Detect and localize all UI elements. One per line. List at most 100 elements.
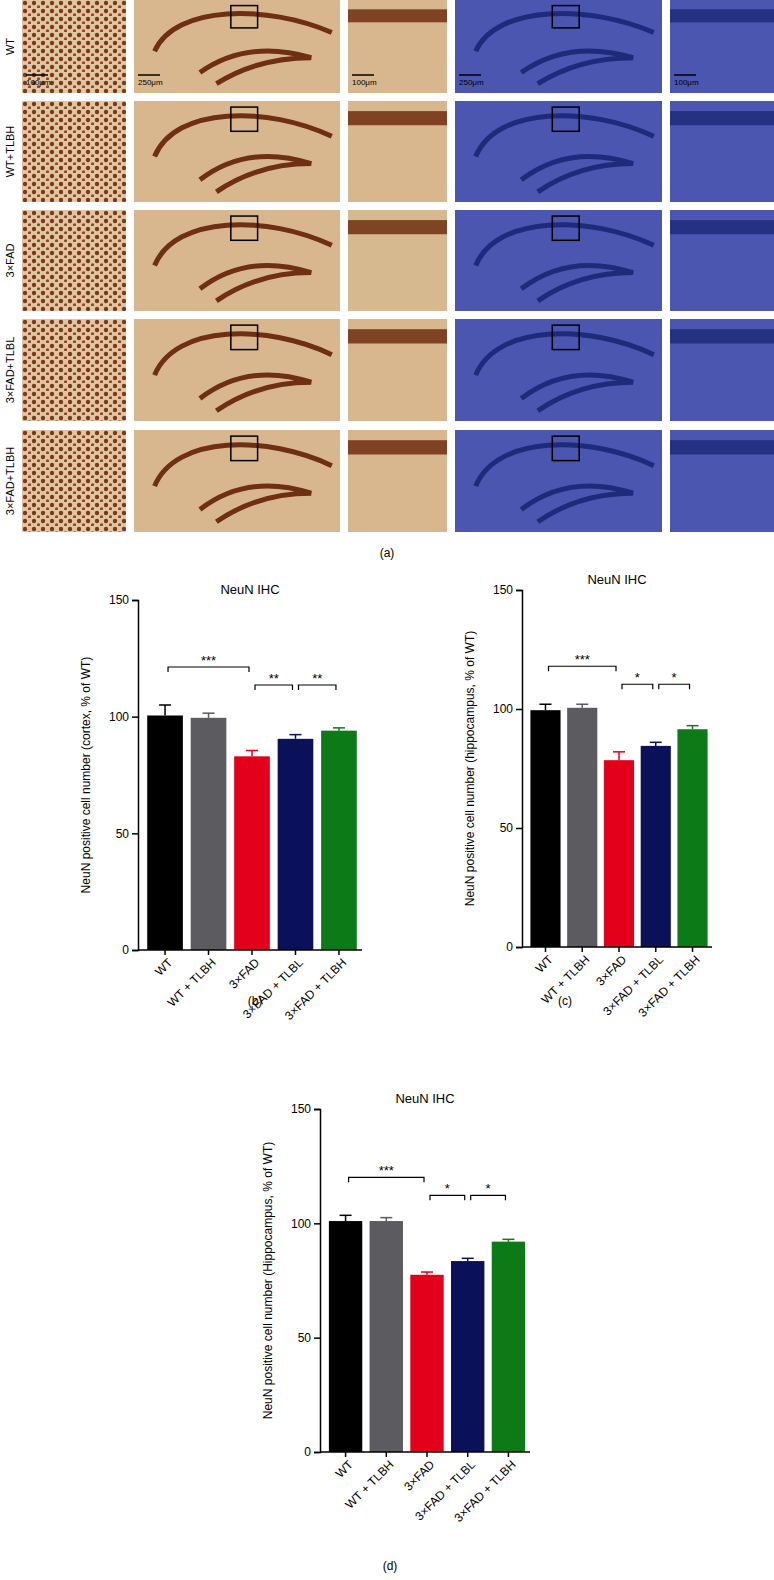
tick-label: 0: [122, 943, 129, 957]
micrograph: [134, 210, 340, 311]
y-tick: 0: [122, 943, 138, 957]
cell-layer: [348, 111, 447, 125]
bar: [492, 1242, 525, 1452]
y-tick: 100: [493, 702, 522, 716]
error-cap: [576, 703, 588, 705]
error-stem: [164, 705, 166, 716]
error-bar: [380, 1218, 392, 1221]
cell-layer: [348, 440, 447, 454]
tick-mark: [545, 947, 547, 952]
tick-label: WT: [533, 952, 557, 976]
image-background: [670, 210, 774, 311]
plot-area: [147, 705, 357, 950]
image-background: [348, 210, 447, 311]
image-background: [134, 430, 340, 532]
tick-label: 3×FAD + TLBH: [451, 1458, 518, 1525]
tick-label: 3×FAD: [593, 952, 629, 988]
error-cap: [289, 734, 301, 736]
y-axis: 050100150: [109, 593, 139, 957]
plot-area: [329, 1215, 525, 1452]
tick-mark: [508, 1452, 510, 1457]
tick-mark: [208, 950, 210, 955]
micrograph: [670, 319, 774, 421]
bar-chart: 050100150WTWT + TLBH3×FAD3×FAD + TLBL3×F…: [79, 582, 362, 1023]
tick-mark: [314, 1109, 320, 1111]
x-axis: WTWT + TLBH3×FAD3×FAD + TLBL3×FAD + TLBH: [138, 950, 362, 1023]
pyramidal-layer: [155, 116, 332, 157]
image-background: [134, 101, 340, 202]
tick-label: 150: [493, 583, 513, 597]
scale-bar-label: 100μm: [674, 78, 699, 87]
micrograph: 100μm: [348, 0, 447, 93]
row-label: 3×FAD+TLBL: [4, 337, 16, 404]
error-stem: [545, 704, 547, 710]
plot-area: [530, 704, 707, 947]
tick-label: 100: [109, 710, 129, 724]
tick-label: 3×FAD: [226, 955, 262, 991]
row-label: 3×FAD+TLBH: [4, 447, 16, 516]
micrograph: [22, 101, 126, 202]
significance-label: ***: [379, 1163, 394, 1178]
tick-mark: [132, 950, 138, 952]
scale-bar: [674, 74, 696, 76]
tick-label: 100: [493, 702, 513, 716]
x-axis: WTWT + TLBH3×FAD3×FAD + TLBL3×FAD + TLBH: [320, 1452, 530, 1525]
cell-layer: [670, 9, 774, 22]
bar: [147, 716, 183, 951]
image-background: [670, 319, 774, 421]
axis-title: NeuN positive cell number (hippocampus, …: [463, 631, 477, 906]
tick-label: WT + TLBH: [342, 1458, 396, 1512]
tick-mark: [516, 590, 522, 592]
significance-label: *: [635, 670, 640, 685]
micrograph: [134, 319, 340, 421]
tick-mark: [426, 1452, 428, 1457]
image-background: [348, 430, 447, 532]
image-background: [348, 101, 447, 202]
error-bar: [687, 726, 699, 730]
scale-bar: [459, 74, 481, 76]
error-cap: [380, 1217, 392, 1219]
image-background: [134, 210, 340, 311]
dentate-gyrus: [200, 486, 311, 522]
error-cap: [246, 750, 258, 752]
bar: [234, 756, 270, 950]
image-background: [455, 319, 662, 421]
error-cap: [462, 1258, 474, 1260]
pyramidal-layer: [155, 445, 332, 486]
image-background: [22, 210, 126, 311]
micrograph: [348, 430, 447, 532]
scale-bar: [26, 74, 48, 76]
y-axis: 050100150: [493, 583, 523, 954]
image-panel: 100μm250μm100μm250μm100μmWTWT+TLBH3×FAD3…: [4, 0, 774, 560]
tick-mark: [618, 947, 620, 952]
error-cap: [687, 725, 699, 727]
image-background: [455, 0, 662, 93]
tick-mark: [251, 950, 253, 955]
micrograph: [455, 430, 662, 532]
tick-mark: [314, 1223, 320, 1225]
dentate-gyrus: [521, 51, 633, 84]
error-bar: [650, 742, 662, 746]
bar-chart: 050100150WTWT + TLBH3×FAD3×FAD + TLBL3×F…: [463, 572, 712, 1020]
micrograph: [670, 430, 774, 532]
significance-label: *: [445, 1181, 450, 1196]
micrograph: 250μm: [134, 0, 340, 93]
axis-line: [320, 1451, 530, 1453]
significance-label: *: [486, 1181, 491, 1196]
x-tick: 3×FAD + TLBH: [451, 1452, 518, 1525]
tick-mark: [345, 1452, 347, 1457]
cell-layer: [348, 220, 447, 234]
y-tick: 150: [291, 1102, 320, 1116]
micrograph: [348, 101, 447, 202]
cell-layer: [348, 329, 447, 343]
micrograph: [348, 210, 447, 311]
x-tick: 3×FAD: [593, 947, 629, 989]
cell-layer: [670, 440, 774, 454]
image-background: [348, 319, 447, 421]
tick-label: 150: [291, 1102, 311, 1116]
tick-mark: [386, 1452, 388, 1457]
pyramidal-layer: [476, 445, 654, 486]
tick-mark: [516, 947, 522, 949]
error-bar: [340, 1215, 352, 1221]
zoom-box: [552, 216, 579, 240]
